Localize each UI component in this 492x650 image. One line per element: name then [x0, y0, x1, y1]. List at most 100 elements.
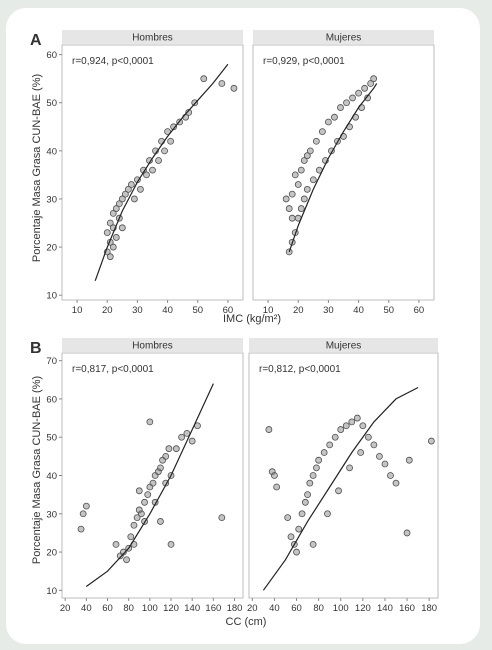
data-point [161, 147, 168, 155]
data-point [106, 253, 114, 261]
data-point [188, 437, 196, 445]
data-point [359, 422, 367, 430]
panel-a-label: A [30, 32, 42, 49]
data-point [164, 128, 171, 136]
data-point [137, 510, 145, 518]
x-tick-label: 60 [223, 305, 234, 316]
data-point [306, 147, 314, 155]
facet-strip [249, 338, 438, 352]
data-point [291, 171, 299, 179]
x-tick-label: 100 [333, 603, 349, 614]
data-point [284, 514, 292, 522]
data-point [349, 94, 356, 102]
data-point [346, 464, 353, 472]
data-point [324, 510, 331, 518]
data-point [367, 80, 375, 87]
data-point [303, 152, 311, 160]
x-tick-label: 160 [205, 603, 221, 614]
data-point [320, 449, 328, 456]
data-point [143, 171, 150, 179]
data-point [200, 75, 208, 83]
data-point [112, 541, 120, 548]
x-tick-label: 160 [399, 603, 415, 614]
data-point [133, 514, 141, 522]
x-tick-label: 30 [323, 305, 334, 316]
data-point [157, 518, 164, 525]
data-point [137, 185, 144, 193]
data-point [376, 452, 383, 460]
data-point [118, 224, 126, 232]
data-point [157, 464, 164, 472]
data-point [403, 529, 411, 537]
fit-curve [85, 383, 214, 587]
data-point [127, 533, 135, 541]
x-tick-label: 20 [247, 603, 258, 614]
data-point [293, 548, 300, 556]
panel-a-ylabel: Porcentaje Masa Grasa CUN-BAE (%) [31, 74, 43, 262]
data-point [309, 176, 317, 184]
data-point [364, 433, 372, 441]
facet-strip [253, 30, 434, 44]
y-tick-label: 20 [46, 243, 57, 254]
data-point [303, 185, 311, 193]
y-tick-label: 60 [46, 50, 57, 61]
data-point [121, 190, 129, 198]
data-point [343, 99, 350, 107]
data-point [405, 456, 413, 464]
facet-title: Hombres [132, 341, 173, 352]
data-point [313, 464, 320, 472]
data-point [297, 205, 305, 212]
x-tick-label: 20 [293, 305, 304, 316]
x-tick-label: 140 [377, 603, 393, 614]
x-tick-label: 30 [132, 305, 143, 316]
data-point [130, 521, 138, 529]
data-point [265, 426, 273, 433]
x-tick-label: 40 [269, 603, 280, 614]
data-point [178, 433, 186, 441]
data-point [370, 441, 378, 449]
y-tick-label: 40 [46, 471, 57, 482]
data-point [170, 123, 178, 131]
facet-title: Hombres [132, 33, 173, 44]
correlation-annotation: r=0,812, p<0,0001 [259, 364, 341, 375]
fit-curve [288, 83, 378, 253]
facet-title: Mujeres [326, 33, 362, 44]
correlation-annotation: r=0,929, p<0,0001 [263, 56, 345, 67]
y-tick-label: 30 [46, 509, 57, 520]
data-point [82, 502, 90, 510]
data-point [167, 541, 175, 548]
facet-mujeres-imc: Mujeres 10 20 30 40 50 60 r=0,929, p<0,0001 [252, 30, 435, 316]
facet-strip [62, 30, 243, 44]
data-point [112, 234, 120, 241]
y-tick-label: 50 [46, 433, 57, 444]
data-point [335, 487, 342, 495]
data-point [130, 195, 138, 203]
data-point [427, 437, 435, 445]
data-point [185, 108, 193, 116]
data-point [355, 89, 362, 97]
data-point [392, 479, 400, 487]
x-tick-label: 20 [60, 603, 71, 614]
data-point [348, 418, 356, 426]
x-tick-label: 60 [414, 305, 425, 316]
data-point [123, 556, 130, 564]
panel-b: B Porcentaje Masa Grasa CUN-BAE (%) CC (… [30, 338, 439, 628]
data-point [149, 166, 156, 174]
y-tick-label: 10 [46, 586, 57, 597]
data-point [144, 491, 152, 499]
data-point [167, 137, 175, 145]
data-point [331, 433, 339, 441]
facet-hombres-imc: Hombres 10 20 30 40 50 60 10 20 30 40 50 60 r=0,924, … [46, 30, 244, 316]
data-point [326, 441, 334, 449]
y-tick-label: 40 [46, 146, 57, 157]
data-point [288, 190, 296, 198]
data-point [119, 548, 127, 556]
x-tick-label: 80 [313, 603, 324, 614]
data-point [318, 128, 326, 136]
data-point [127, 181, 135, 188]
x-tick-label: 120 [163, 603, 179, 614]
data-point [135, 487, 143, 495]
x-tick-label: 40 [162, 305, 173, 316]
panel-b-label: B [30, 340, 42, 357]
